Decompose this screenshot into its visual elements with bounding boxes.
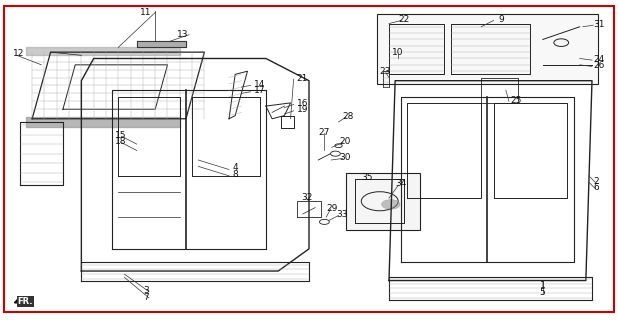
Text: 6: 6 [593,183,599,192]
Text: 14: 14 [253,80,265,89]
Text: 34: 34 [395,179,407,188]
Text: 21: 21 [297,74,308,83]
Text: 4: 4 [232,164,238,172]
Text: 26: 26 [593,61,604,70]
Text: 29: 29 [326,204,337,213]
Text: 13: 13 [177,30,188,39]
Text: 15: 15 [115,131,127,140]
Text: FR.: FR. [17,297,33,306]
Text: 28: 28 [343,112,354,121]
Text: 20: 20 [340,137,351,146]
Text: 2: 2 [593,177,599,186]
Text: 22: 22 [398,15,410,24]
Text: 11: 11 [140,8,151,17]
Circle shape [381,200,400,209]
Text: 27: 27 [318,128,329,137]
Text: 17: 17 [253,86,265,95]
Text: 16: 16 [297,99,308,108]
Text: 18: 18 [115,137,127,146]
Text: 32: 32 [302,193,313,202]
Text: 33: 33 [337,210,348,219]
Text: 9: 9 [499,15,504,24]
Text: 31: 31 [593,20,605,29]
Text: 7: 7 [143,292,149,301]
Text: 30: 30 [340,153,351,162]
Text: 3: 3 [143,286,149,295]
Text: 24: 24 [593,55,604,64]
Text: 12: 12 [12,49,24,58]
Text: 10: 10 [392,48,404,57]
Bar [377,14,598,84]
Text: 1: 1 [540,281,546,291]
Text: 8: 8 [232,170,238,179]
Text: 25: 25 [511,96,522,105]
Text: 5: 5 [540,288,546,297]
Text: 35: 35 [362,173,373,182]
Text: 23: 23 [379,67,391,76]
Bar [346,173,420,230]
Text: 19: 19 [297,105,308,114]
